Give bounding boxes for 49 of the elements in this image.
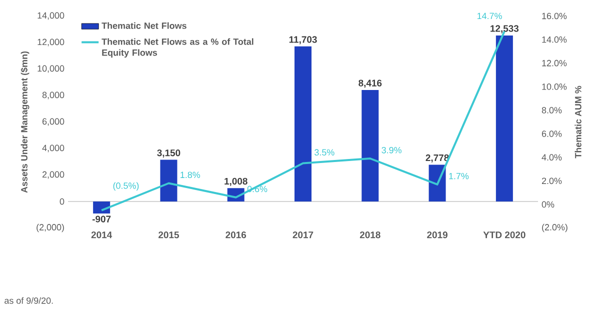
x-tick-label: 2014 bbox=[91, 232, 112, 238]
y2-tick-label: 10.0% bbox=[542, 83, 567, 90]
data-label: 1,008 bbox=[224, 178, 248, 186]
y-tick-label: 6,000 bbox=[42, 118, 64, 126]
data-label: -907 bbox=[92, 216, 111, 222]
x-tick-label: 2015 bbox=[158, 232, 179, 238]
y2-tick-label: 8.0% bbox=[542, 107, 562, 114]
data-label: 1.8% bbox=[180, 172, 200, 178]
bar bbox=[93, 202, 110, 214]
bar bbox=[160, 160, 178, 202]
legend-label: Thematic Net Flows as a % of Total Equity Flows bbox=[102, 38, 254, 58]
bar bbox=[362, 90, 379, 202]
x-tick-label: 2018 bbox=[360, 232, 380, 238]
legend-label: Thematic Net Flows bbox=[102, 22, 186, 29]
data-label: 3,150 bbox=[157, 149, 180, 158]
y-tick-label: 4,000 bbox=[42, 144, 64, 152]
y2-tick-label: 16.0% bbox=[542, 12, 567, 20]
x-tick-label: YTD 2020 bbox=[483, 232, 526, 238]
y-tick-label: 8,000 bbox=[42, 92, 64, 100]
y-axis-title: Assets Under Management ($mn) bbox=[20, 51, 30, 193]
bar bbox=[294, 46, 312, 202]
x-tick-label: 2016 bbox=[226, 232, 246, 238]
y2-tick-label: 4.0% bbox=[542, 154, 562, 161]
y-tick-label: (2,000) bbox=[36, 224, 64, 232]
text: as of 9/9/20. bbox=[4, 297, 53, 304]
y-tick-label: 12,000 bbox=[38, 38, 64, 46]
bar bbox=[496, 35, 513, 202]
y2-tick-label: 12.0% bbox=[542, 60, 567, 66]
y2-axis-title: Thematic AUM % bbox=[574, 86, 582, 158]
data-label: 8,416 bbox=[358, 80, 382, 88]
y-tick-label: 2,000 bbox=[42, 171, 64, 179]
y2-tick-label: 6.0% bbox=[542, 130, 562, 137]
data-label: 14.7% bbox=[477, 12, 502, 20]
data-label: 11,703 bbox=[289, 36, 317, 44]
data-label: (0.5%) bbox=[113, 182, 139, 191]
y-tick-label: 14,000 bbox=[38, 12, 64, 20]
data-label: 3.9% bbox=[382, 146, 402, 154]
y2-tick-label: 14.0% bbox=[542, 36, 567, 43]
y2-tick-label: 0% bbox=[542, 201, 554, 208]
bar bbox=[428, 164, 446, 202]
x-tick-label: 2017 bbox=[292, 232, 314, 238]
y-tick-label: 10,000 bbox=[38, 65, 64, 73]
x-tick-label: 2019 bbox=[427, 232, 448, 238]
data-label: 1.7% bbox=[449, 172, 469, 180]
y2-tick-label: (2.0%) bbox=[542, 224, 568, 232]
data-label: 12,533 bbox=[490, 25, 519, 34]
data-label: 3.5% bbox=[314, 149, 334, 156]
y2-tick-label: 2.0% bbox=[542, 178, 562, 184]
y-tick-label: 0 bbox=[60, 198, 64, 205]
